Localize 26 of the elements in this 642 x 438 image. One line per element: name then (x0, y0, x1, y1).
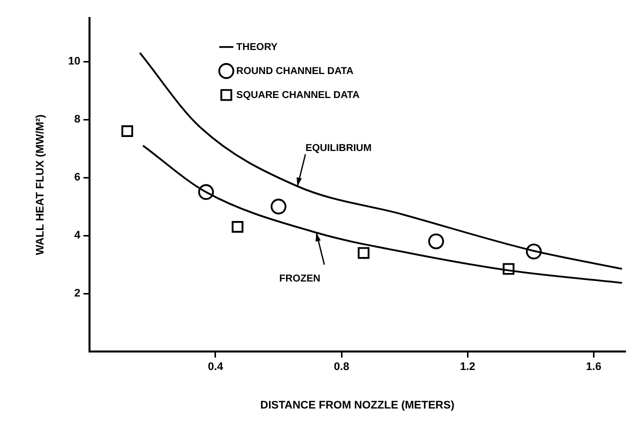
x-tick-label: 1.2 (460, 361, 476, 374)
legend-label: SQUARE CHANNEL DATA (236, 90, 360, 101)
x-axis-title: DISTANCE FROM NOZZLE (METERS) (260, 399, 455, 412)
y-axis-title: WALL HEAT FLUX (MW/M²) (34, 114, 47, 256)
annotation: FROZEN (279, 273, 320, 284)
point (502, 263, 514, 275)
point (198, 184, 214, 200)
point (358, 247, 370, 259)
x-tick-label: 1.6 (586, 361, 602, 374)
point (428, 233, 444, 250)
y-tick-label: 2 (74, 288, 80, 300)
y-tick-label: 10 (68, 56, 80, 68)
y-tick-label: 4 (74, 230, 82, 242)
x-tick-label: 0.4 (208, 361, 224, 374)
legend-label: ROUND CHANNEL DATA (236, 66, 354, 77)
annotation: EQUILIBRIUM (305, 143, 372, 154)
y-tick-label: 8 (74, 114, 80, 126)
point (270, 198, 286, 214)
legend-label: THEORY (236, 42, 278, 53)
line-series (138, 52, 623, 270)
point (121, 125, 134, 137)
point (526, 244, 542, 260)
x-tick-label: 0.8 (334, 361, 350, 374)
line-series (142, 144, 623, 284)
y-tick-label: 6 (74, 172, 80, 184)
point (232, 221, 244, 233)
